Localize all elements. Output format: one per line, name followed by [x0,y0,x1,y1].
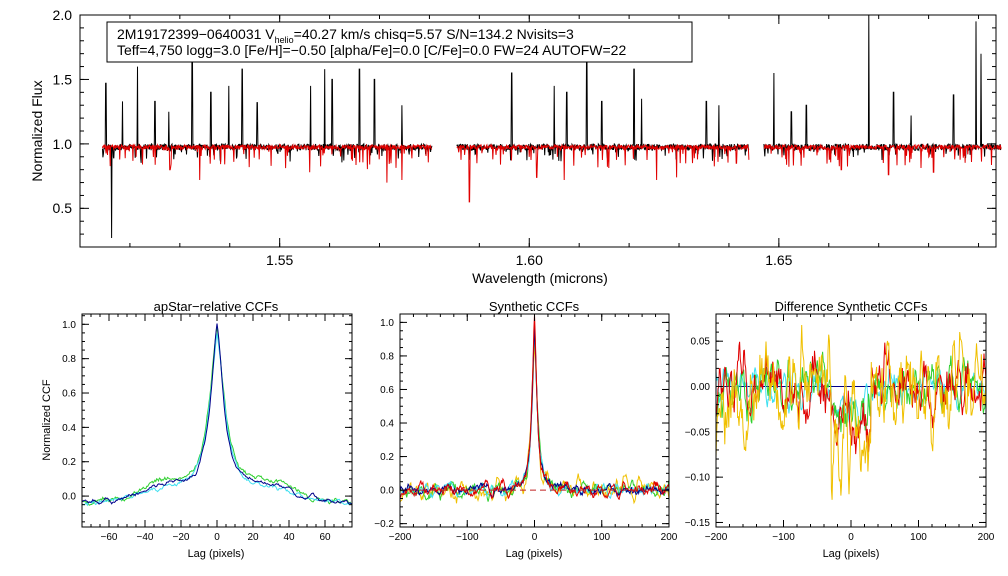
x-tick-label: 40 [283,532,295,543]
difference-ccf-cyan-line [715,363,987,434]
y-tick-label: −0.15 [685,518,711,529]
difference-ccf-title: Difference Synthetic CCFs [775,299,928,314]
x-tick-label: 1.60 [516,252,543,268]
difference-ccf-xlabel: Lag (pixels) [823,548,880,560]
x-tick-label: 20 [247,532,259,543]
y-tick-label: 1.0 [62,320,76,331]
synthetic-ccf-ticks: −200 −100 0 100 200 −0.2 0.0 0.2 0.4 0.6 0.8 1.0 [374,313,678,543]
y-tick-label: 0.4 [62,423,76,434]
y-tick-label: 0.5 [53,200,73,216]
y-tick-label: 0.0 [380,486,394,497]
apstar-ccf-lines [81,323,353,507]
info-line-1-prefix: 2M19172399−0640031 V [117,26,275,42]
spectrum-plot-area [102,14,1002,239]
x-tick-label: −100 [456,532,479,543]
y-tick-label: 0.0 [62,492,76,503]
info-line-1-subscript: helio [275,35,294,45]
difference-ccf-panel: Difference Synthetic CCFs −200 −100 0 100 20… [685,299,995,560]
x-tick-label: 0 [214,532,220,543]
y-tick-label: 0.4 [380,419,394,430]
x-tick-label: −100 [772,532,795,543]
synthetic-ccf-orange-line [399,343,670,505]
x-tick-label: 1.55 [266,252,293,268]
y-tick-label: −0.05 [685,427,711,438]
x-tick-label: −20 [173,532,190,543]
spectrum-model-line [102,142,1002,203]
y-tick-label: 0.00 [691,382,711,393]
apstar-ccf-xlabel: Lag (pixels) [188,548,245,560]
difference-ccf-lines [715,324,987,500]
difference-ccf-orange-line [715,324,987,500]
apstar-ccf-ylabel: Normalized CCF [41,379,53,461]
apstar-ccf-axes-frame [81,313,353,528]
x-tick-label: 0 [848,532,854,543]
apstar-ccf-cyan-line [81,333,353,507]
difference-ccf-ticks: −200 −100 0 100 200 −0.15 −0.10 −0.05 0.00 0.05 [685,313,995,543]
y-tick-label: 1.0 [380,318,394,329]
x-tick-label: 100 [910,532,927,543]
apstar-ccf-green-line [81,326,353,506]
info-line-1: 2M19172399−0640031 Vhelio=40.27 km/s chi… [117,26,574,45]
synthetic-ccf-lines [399,314,670,505]
y-tick-label: 1.5 [53,71,73,87]
x-tick-label: −200 [389,532,412,543]
x-tick-label: −40 [137,532,154,543]
x-tick-label: −200 [705,532,728,543]
synthetic-ccf-xlabel: Lag (pixels) [506,548,563,560]
y-tick-label: 0.8 [62,354,76,365]
y-tick-label: 2.0 [53,7,73,23]
info-line-1-suffix: =40.27 km/s chisq=5.57 S/N=134.2 Nvisits… [294,26,574,42]
x-tick-label: 0 [532,532,538,543]
y-tick-label: 0.2 [380,452,394,463]
y-tick-label: 0.05 [691,337,711,348]
spectrum-ticks: 1.55 1.60 1.65 0.5 1.0 1.5 2.0 [53,7,996,268]
apstar-ccf-panel: apStar−relative CCFs −60 −40 −20 0 20 40 60 0.0… [41,299,353,560]
spectrum-ylabel: Normalized Flux [29,80,45,181]
spectrum-info-box: 2M19172399−0640031 Vhelio=40.27 km/s chi… [106,21,693,63]
x-tick-label: 200 [661,532,678,543]
info-box-frame [106,21,693,63]
y-tick-label: −0.2 [374,519,394,530]
apstar-ccf-blue-line [81,323,353,505]
y-tick-label: 0.2 [62,457,76,468]
x-tick-label: 1.65 [765,252,792,268]
y-tick-label: 0.8 [380,351,394,362]
spectrum-xlabel: Wavelength (microns) [472,270,608,286]
y-tick-label: 0.6 [380,385,394,396]
spectrum-panel: 1.55 1.60 1.65 0.5 1.0 1.5 2.0 Wavelength (mic… [29,7,1002,286]
x-tick-label: 60 [319,532,331,543]
y-tick-label: 1.0 [53,136,73,152]
y-tick-label: −0.10 [685,473,711,484]
x-tick-label: 200 [978,532,995,543]
synthetic-ccf-title: Synthetic CCFs [489,299,580,314]
x-tick-label: 100 [593,532,610,543]
synthetic-ccf-red-line [399,314,670,500]
x-tick-label: −60 [101,532,118,543]
apstar-ccf-ticks: −60 −40 −20 0 20 40 60 0.0 0.2 0.4 0.6 0.8 1.0 [62,314,353,543]
info-line-2: Teff=4,750 logg=3.0 [Fe/H]=−0.50 [alpha/… [117,42,626,58]
apstar-ccf-title: apStar−relative CCFs [154,299,279,314]
synthetic-ccf-panel: Synthetic CCFs −200 −100 0 100 200 −0.2 0.0 0.2… [374,299,678,560]
y-tick-label: 0.6 [62,389,76,400]
